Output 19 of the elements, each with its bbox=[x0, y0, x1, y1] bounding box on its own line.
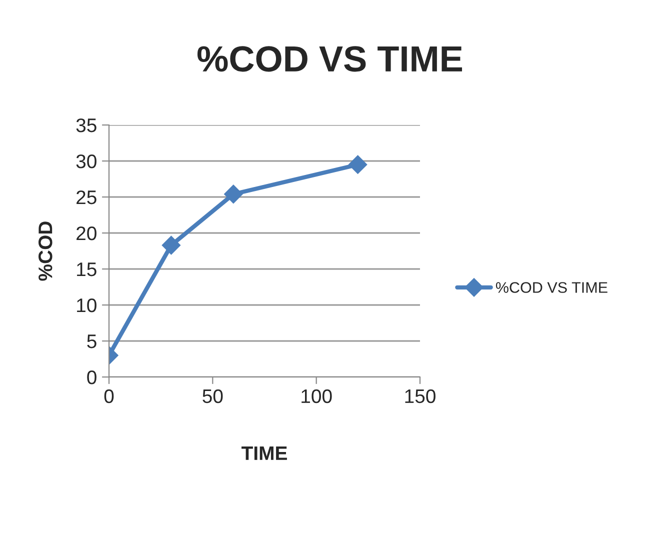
y-axis-title: %COD bbox=[38, 222, 52, 281]
x-tick-label: 50 bbox=[202, 389, 223, 404]
y-tick-label: 0 bbox=[87, 370, 96, 384]
x-tick-label: 100 bbox=[302, 389, 332, 404]
x-axis-title: TIME bbox=[241, 446, 287, 460]
x-tick-label: 150 bbox=[405, 389, 436, 404]
y-tick-label: 20 bbox=[76, 226, 96, 240]
point bbox=[348, 155, 368, 174]
y-tick-label: 30 bbox=[76, 154, 96, 168]
y-tick-label: 25 bbox=[76, 190, 96, 204]
y-tick-label: 10 bbox=[77, 298, 96, 312]
chart-title: %COD VS TIME bbox=[197, 46, 462, 72]
point bbox=[224, 184, 243, 204]
y-tick-label: 15 bbox=[77, 262, 96, 276]
y-tick-label: 5 bbox=[87, 334, 96, 348]
point bbox=[162, 236, 181, 255]
y-tick-label: 35 bbox=[76, 118, 96, 132]
legend-label: %COD VS TIME bbox=[496, 282, 608, 293]
x-tick-label: 0 bbox=[104, 389, 114, 404]
